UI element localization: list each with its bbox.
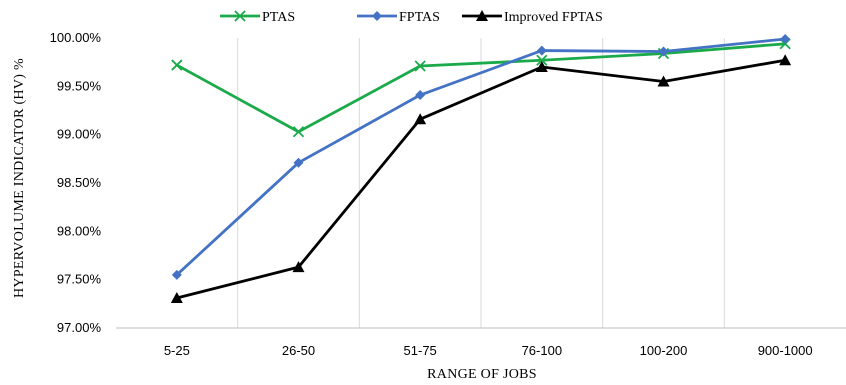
- y-tick-label: 99.00%: [57, 127, 102, 142]
- x-tick-label: 76-100: [522, 343, 562, 358]
- data-point-improved-fptas: [657, 75, 670, 87]
- y-axis-label: HYPERVOLUME INDICATOR (HV) %: [12, 58, 27, 298]
- legend: PTAS FPTAS Improved FPTAS: [220, 10, 603, 25]
- data-point-improved-fptas: [535, 61, 548, 72]
- data-point-fptas: [415, 90, 426, 101]
- legend-marker: [476, 10, 488, 21]
- data-point-fptas: [658, 46, 669, 57]
- y-tick-label: 97.00%: [57, 320, 102, 335]
- legend-label: PTAS: [262, 10, 295, 25]
- x-tick-label: 5-25: [164, 343, 190, 358]
- data-point-fptas: [780, 33, 791, 44]
- series-group: [170, 33, 792, 304]
- series-line-ptas: [176, 42, 786, 134]
- x-tick-label: 100-200: [640, 343, 688, 358]
- y-tick-label: 98.50%: [57, 175, 102, 190]
- x-tick-label: 900-1000: [758, 343, 813, 358]
- legend-item-fptas: FPTAS: [357, 10, 440, 25]
- y-axis-ticks: 97.00% 97.50% 98.00% 98.50% 99.00% 99.50% 100.…: [50, 30, 102, 335]
- legend-marker: [234, 10, 246, 22]
- data-point-fptas: [171, 269, 182, 280]
- data-point-improved-fptas: [779, 54, 792, 66]
- data-point-improved-fptas: [414, 113, 427, 125]
- y-tick-label: 97.50%: [57, 272, 102, 287]
- y-tick-label: 99.50%: [57, 78, 102, 93]
- x-axis-label: RANGE OF JOBS: [427, 367, 537, 382]
- legend-item-ptas: PTAS: [220, 10, 295, 25]
- data-point-ptas: [414, 60, 426, 72]
- gridlines: [116, 38, 846, 329]
- data-point-fptas: [536, 45, 547, 56]
- series-fptas: [171, 33, 791, 280]
- legend-marker: [372, 11, 382, 21]
- data-point-fptas: [293, 157, 304, 168]
- y-tick-label: 98.00%: [57, 223, 102, 238]
- legend-label: Improved FPTAS: [504, 10, 603, 25]
- y-tick-label: 100.00%: [50, 30, 102, 45]
- x-tick-label: 26-50: [282, 343, 315, 358]
- x-axis-ticks: 5-25 26-50 51-75 76-100 100-200 900-1000: [164, 343, 813, 358]
- data-point-ptas: [536, 54, 548, 66]
- data-point-improved-fptas: [292, 261, 305, 273]
- data-point-improved-fptas: [170, 292, 183, 304]
- legend-item-improved-fptas: Improved FPTAS: [462, 10, 603, 25]
- data-point-ptas: [292, 126, 305, 138]
- legend-label: FPTAS: [399, 10, 440, 25]
- data-point-ptas: [171, 59, 183, 71]
- x-tick-label: 51-75: [404, 343, 437, 358]
- series-line-improved-fptas: [176, 58, 786, 300]
- series-line-fptas: [175, 37, 786, 276]
- series-improved-fptas: [170, 54, 792, 304]
